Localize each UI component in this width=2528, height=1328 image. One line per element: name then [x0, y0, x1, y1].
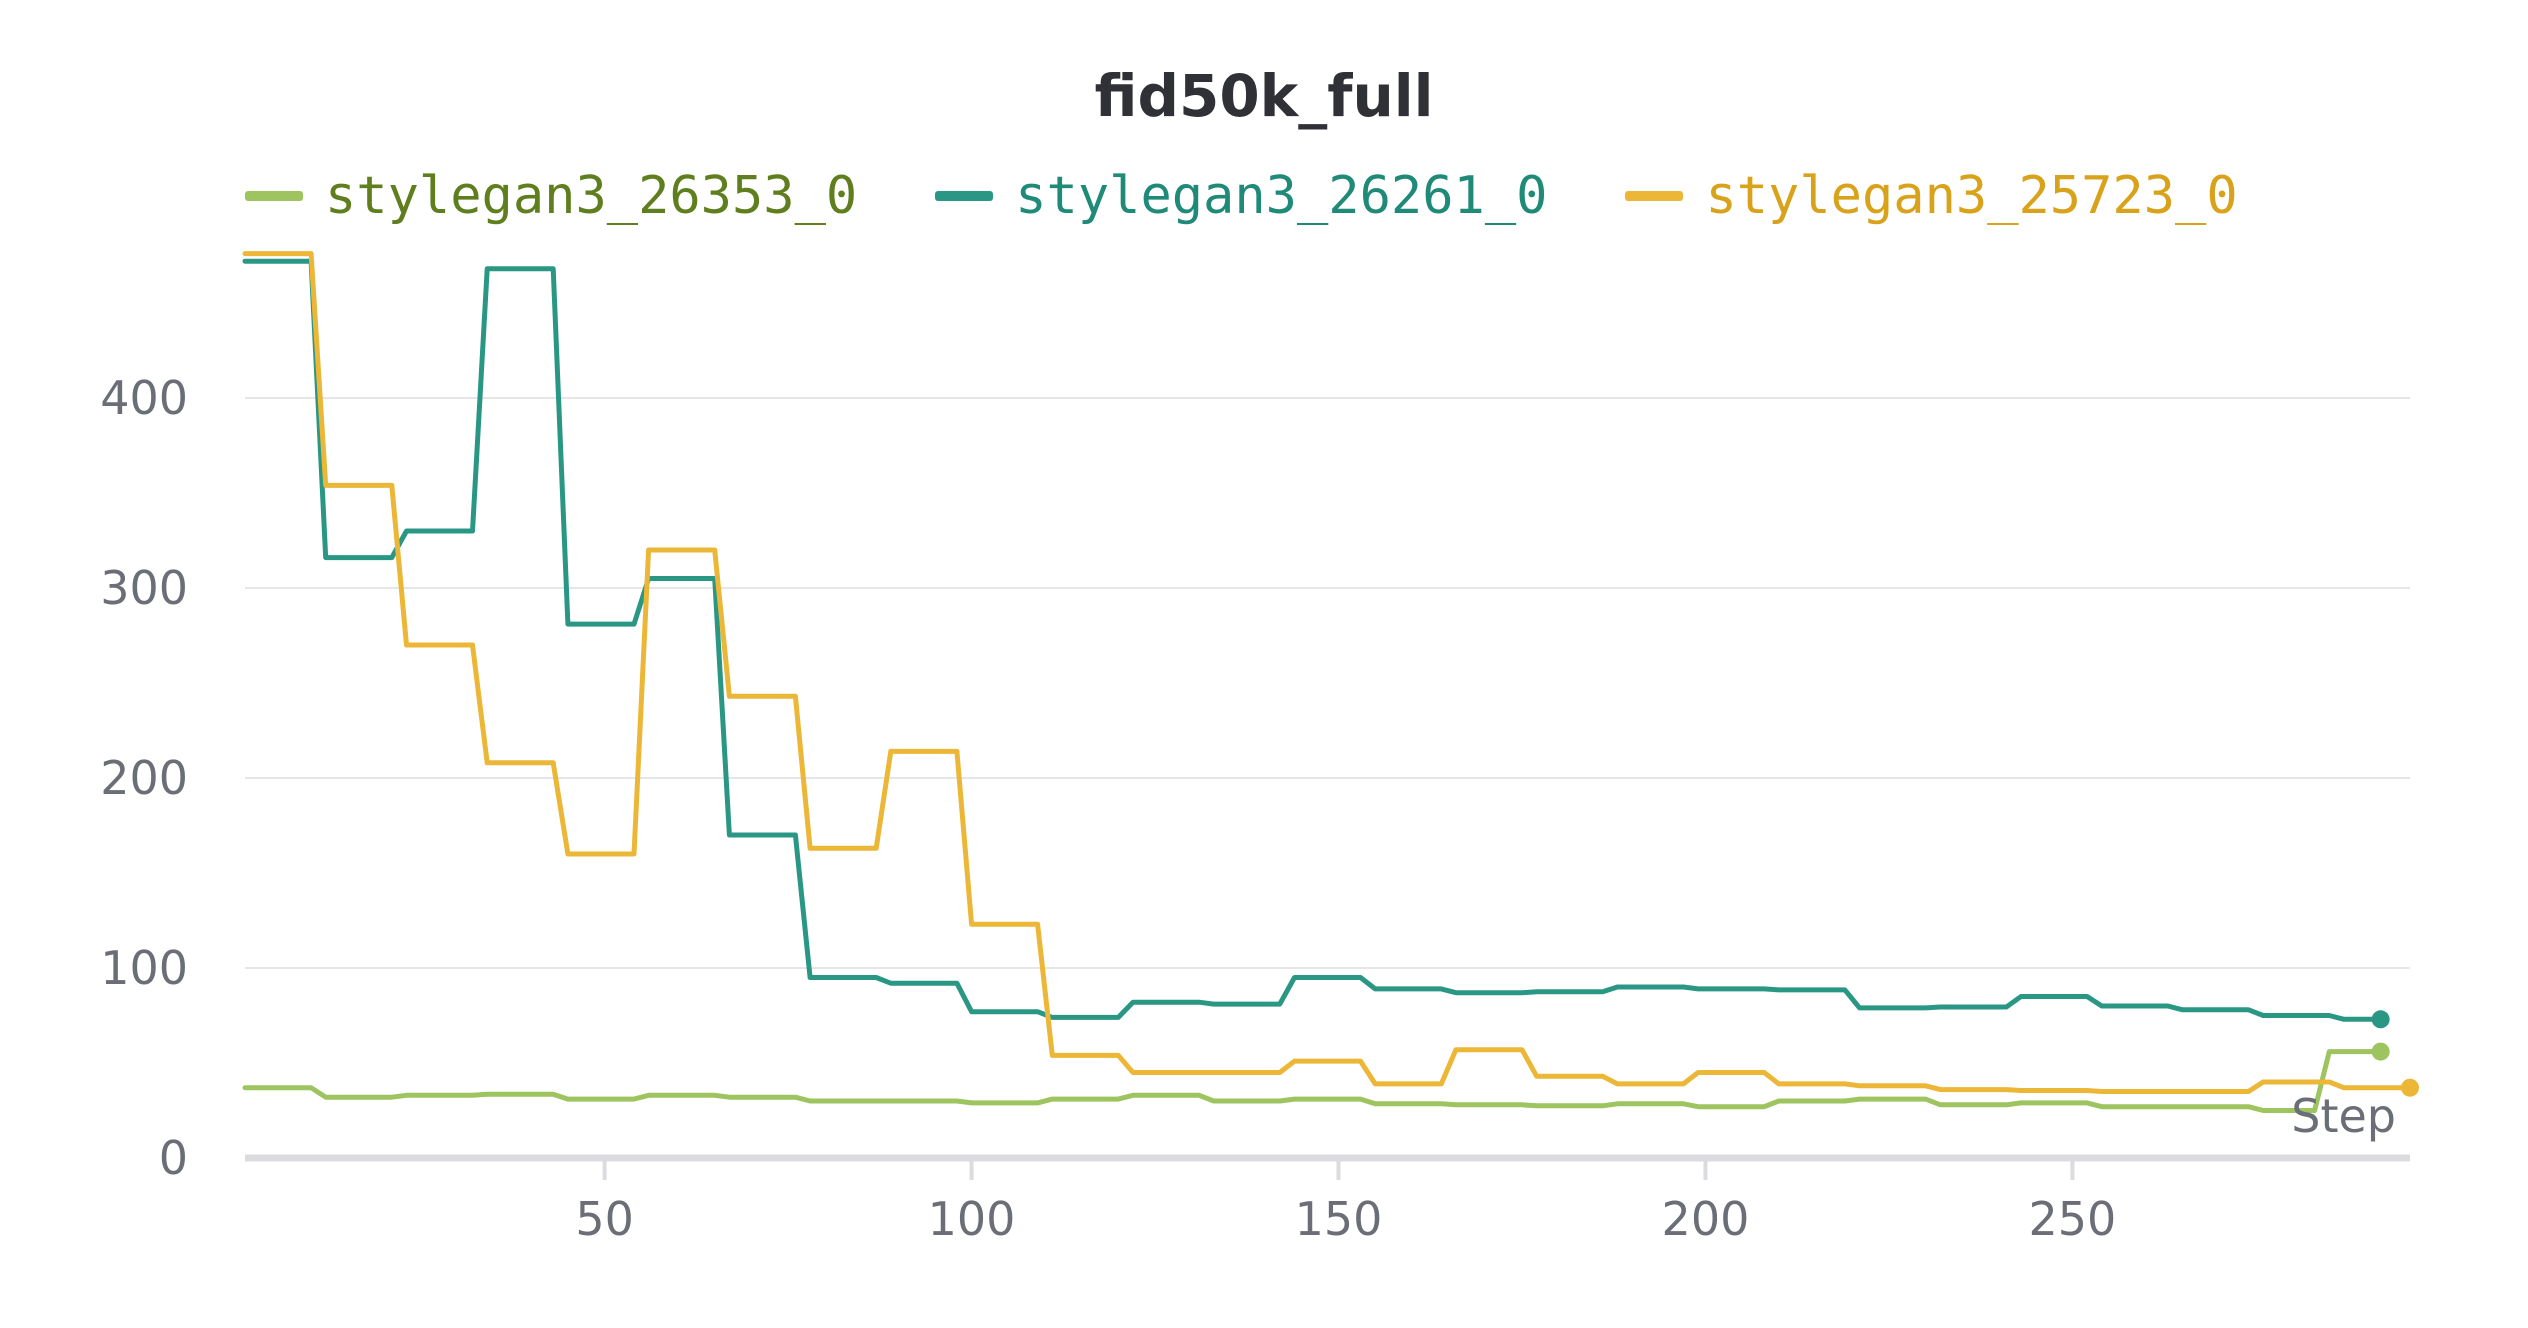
series-lines	[242, 251, 2419, 1113]
legend-item-series-2[interactable]: stylegan3_26261_0	[935, 166, 1547, 226]
axes: 0 100 200 300 400 50 100 150 200 250	[100, 371, 2410, 1246]
y-tick-label-100: 100	[100, 941, 188, 995]
x-tick-label-200: 200	[1662, 1192, 1750, 1246]
chart-title: fid50k_full	[1094, 62, 1434, 130]
legend-swatch-series-1	[245, 191, 303, 201]
legend-item-series-1[interactable]: stylegan3_26353_0	[245, 166, 857, 226]
series-line-3	[242, 251, 2413, 1094]
legend: stylegan3_26353_0 stylegan3_26261_0 styl…	[245, 166, 2316, 226]
legend-item-series-3[interactable]: stylegan3_25723_0	[1625, 166, 2238, 226]
series-end-point-2	[2371, 1010, 2390, 1029]
x-tick-label-250: 250	[2029, 1192, 2117, 1246]
legend-swatch-series-2	[935, 191, 994, 201]
x-tick-label-150: 150	[1295, 1192, 1383, 1246]
legend-label-series-3: stylegan3_25723_0	[1705, 166, 2238, 226]
series-end-point-1	[2371, 1042, 2390, 1061]
x-tick-label-50: 50	[575, 1192, 634, 1246]
series-end-point-3	[2401, 1078, 2419, 1097]
grid-lines	[245, 397, 2410, 969]
series-line-1	[242, 1049, 2384, 1113]
y-tick-label-200: 200	[100, 751, 188, 805]
legend-label-series-1: stylegan3_26353_0	[325, 166, 858, 226]
legend-label-series-2: stylegan3_26261_0	[1015, 166, 1548, 226]
y-tick-label-0: 0	[159, 1131, 188, 1185]
legend-swatch-series-3	[1625, 191, 1684, 201]
x-axis-title: Step	[2291, 1089, 2396, 1143]
y-tick-label-400: 400	[100, 371, 188, 425]
series-line-2	[242, 258, 2384, 1022]
y-tick-label-300: 300	[100, 561, 188, 615]
x-tick-label-100: 100	[928, 1192, 1016, 1246]
